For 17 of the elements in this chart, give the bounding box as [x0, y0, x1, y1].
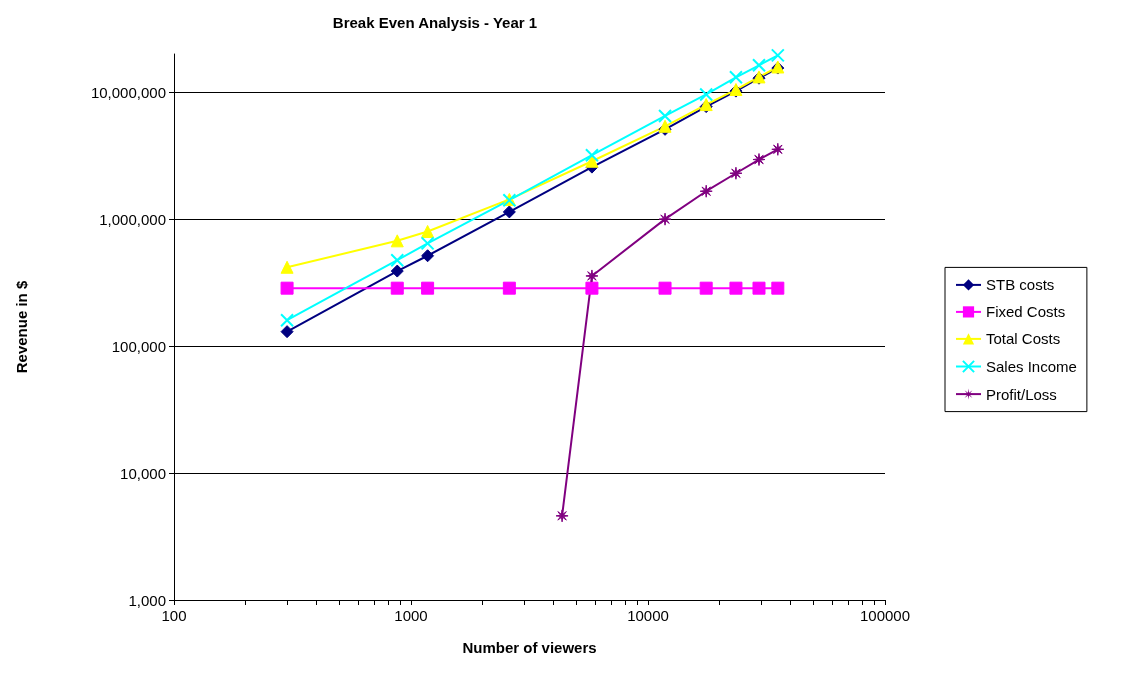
x-tick-label: 100000: [859, 607, 911, 624]
y-tick-label: 1,000,000: [99, 210, 166, 228]
x-tick-label: 10000: [627, 607, 669, 624]
y-axis-title: Revenue in $: [13, 280, 30, 374]
y-tick-label: 1,000: [128, 591, 166, 609]
legend-label: Sales Income: [986, 358, 1077, 375]
legend-label: Profit/Loss: [986, 385, 1057, 403]
y-tick-label: 10,000: [120, 464, 166, 482]
chart-title: Break Even Analysis - Year 1: [332, 14, 538, 31]
legend-label: STB costs: [986, 276, 1055, 294]
y-tick-label: 10,000,000: [90, 83, 166, 101]
legend-label: Total Costs: [986, 330, 1061, 348]
x-tick-label: 100: [161, 607, 187, 624]
y-tick-label: 100,000: [111, 337, 166, 355]
x-tick-label: 1000: [394, 607, 428, 624]
x-axis-title: Number of viewers: [462, 639, 597, 656]
legend-label: Fixed Costs: [986, 303, 1066, 321]
